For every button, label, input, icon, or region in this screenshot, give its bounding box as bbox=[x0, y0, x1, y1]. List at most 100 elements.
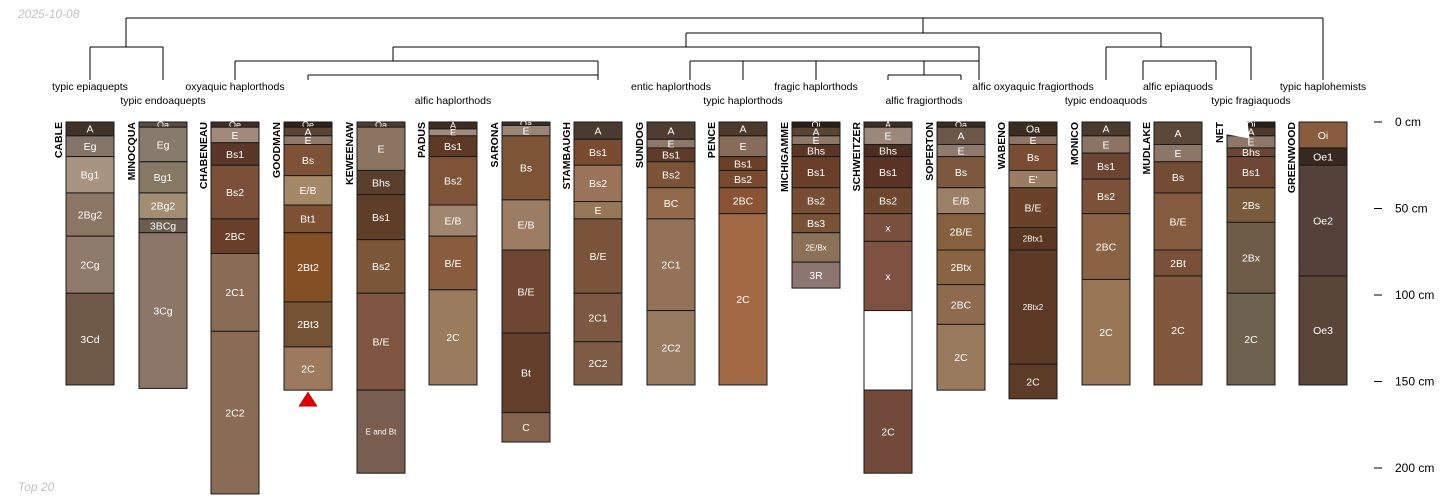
horizon-label: 2C bbox=[1099, 327, 1113, 339]
horizon-label: Bs2 bbox=[879, 195, 897, 207]
horizon-label: Bs1 bbox=[372, 212, 390, 224]
taxon-label: typic endoaquepts bbox=[120, 95, 205, 107]
horizon-label: E/B bbox=[445, 215, 462, 227]
horizon-goodman-5 bbox=[283, 204, 333, 234]
horizon-label: Eg bbox=[84, 141, 97, 153]
horizon-cable-4 bbox=[65, 235, 115, 294]
taxon-label: oxyaquic haplorthods bbox=[185, 81, 284, 93]
horizon-padus-4 bbox=[428, 204, 478, 237]
horizon-sarona-6 bbox=[501, 412, 551, 443]
horizon-label: 2Btx1 bbox=[1023, 235, 1044, 244]
horizon-label: 2C bbox=[301, 363, 315, 375]
profile-name-stambaugh: STAMBAUGH bbox=[561, 122, 573, 189]
horizon-greenwood-3 bbox=[1298, 275, 1348, 386]
horizon-stambaugh-4 bbox=[573, 218, 623, 294]
horizon-label: Bs2 bbox=[226, 187, 244, 199]
horizon-label: Bs bbox=[1027, 152, 1039, 164]
horizon-label: E bbox=[884, 131, 891, 143]
horizon-label: x bbox=[885, 222, 891, 234]
horizon-label: E/B bbox=[953, 195, 970, 207]
horizon-keweenaw-2 bbox=[356, 169, 406, 196]
horizon-label: E bbox=[594, 205, 601, 217]
horizon-cable-3 bbox=[65, 192, 115, 237]
horizon-label: E bbox=[667, 138, 674, 150]
horizon-goodman-7 bbox=[283, 301, 333, 348]
profile-name-sarona: SARONA bbox=[489, 122, 501, 168]
horizon-label: Bg1 bbox=[154, 172, 173, 184]
horizon-goodman-8 bbox=[283, 346, 333, 391]
taxon-label: typic fragiaquods bbox=[1211, 95, 1290, 107]
horizon-sundog-6 bbox=[646, 310, 696, 386]
horizon-label: Bs2 bbox=[1097, 191, 1115, 203]
taxon-label: typic haplohemists bbox=[1280, 81, 1366, 93]
horizon-label: Bs1 bbox=[444, 141, 462, 153]
horizon-michigamme-4 bbox=[791, 156, 841, 189]
horizon-soperton-5 bbox=[936, 213, 986, 251]
horizon-label: E bbox=[522, 125, 529, 137]
horizon-greenwood-0 bbox=[1298, 121, 1348, 149]
horizon-monico-4 bbox=[1081, 213, 1131, 280]
horizon-label: 2C2 bbox=[588, 358, 607, 370]
horizon-net-6 bbox=[1226, 221, 1276, 294]
horizon-net-5 bbox=[1226, 187, 1276, 223]
horizon-label: Bs1 bbox=[226, 149, 244, 161]
taxon-label: typic epiaquepts bbox=[52, 81, 128, 93]
horizon-label: Bs2 bbox=[734, 174, 752, 186]
horizon-label: 2Btx bbox=[950, 262, 972, 274]
horizon-label: E bbox=[1174, 148, 1181, 160]
horizon-label: E bbox=[957, 145, 964, 157]
horizon-label: A bbox=[86, 124, 93, 136]
horizon-label: Bhs bbox=[372, 177, 390, 189]
truncation-marker bbox=[298, 391, 318, 407]
horizon-schweitzer-6 bbox=[863, 240, 913, 312]
horizon-mudlake-5 bbox=[1153, 275, 1203, 386]
horizon-label: E bbox=[739, 141, 746, 153]
date-label: 2025-10-08 bbox=[18, 7, 80, 21]
profile-name-padus: PADUS bbox=[416, 122, 428, 158]
horizon-label: Oa bbox=[375, 120, 387, 130]
horizon-label: Bs1 bbox=[1242, 167, 1260, 179]
horizon-label: Oe bbox=[229, 120, 241, 130]
horizon-label: B/E bbox=[445, 258, 462, 270]
horizon-label: Oa bbox=[157, 120, 169, 130]
horizon-goodman-6 bbox=[283, 232, 333, 303]
horizon-label: Oa bbox=[955, 120, 967, 130]
horizon-wabeno-6 bbox=[1008, 249, 1058, 365]
profile-name-pence: PENCE bbox=[706, 122, 718, 158]
horizon-schweitzer-8 bbox=[863, 389, 913, 474]
horizon-label: A bbox=[667, 125, 674, 137]
taxon-label: typic endoaquods bbox=[1065, 95, 1147, 107]
horizon-label: E bbox=[231, 130, 238, 142]
horizon-label: 3R bbox=[809, 270, 823, 282]
horizon-label: B/E bbox=[1025, 202, 1042, 214]
horizon-label: E/B bbox=[518, 220, 535, 232]
profile-name-soperton: SOPERTON bbox=[924, 122, 936, 181]
horizon-label: E and Bt bbox=[366, 428, 397, 437]
horizon-keweenaw-4 bbox=[356, 239, 406, 294]
horizon-label: E bbox=[1029, 135, 1036, 147]
horizon-label: Bhs bbox=[1242, 147, 1260, 159]
horizon-label: 2Bt2 bbox=[297, 262, 319, 274]
horizon-minocqua-1 bbox=[138, 126, 188, 163]
horizon-label: 2BC bbox=[951, 299, 972, 311]
horizon-michigamme-8 bbox=[791, 261, 841, 289]
horizon-schweitzer-4 bbox=[863, 187, 913, 215]
horizon-label: A bbox=[885, 120, 891, 130]
horizon-label: BC bbox=[664, 198, 679, 210]
horizon-label: B/E bbox=[1170, 216, 1187, 228]
horizon-label: Bs1 bbox=[734, 158, 752, 170]
horizon-label: Oe2 bbox=[1313, 215, 1333, 227]
horizon-pence-5 bbox=[718, 213, 768, 386]
horizon-label: Oi bbox=[1247, 120, 1256, 130]
horizon-label: A bbox=[1174, 128, 1181, 140]
horizon-label: 2BC bbox=[1096, 241, 1117, 253]
taxon-label: fragic haplorthods bbox=[774, 81, 857, 93]
horizon-mudlake-4 bbox=[1153, 249, 1203, 277]
horizon-label: 2C bbox=[1171, 325, 1185, 337]
profile-name-chabeneau: CHABENEAU bbox=[198, 122, 210, 189]
horizon-mudlake-3 bbox=[1153, 192, 1203, 251]
horizon-label: Oi bbox=[1318, 130, 1329, 142]
horizon-label: E' bbox=[1028, 174, 1037, 186]
horizon-label: Eg bbox=[157, 139, 170, 151]
